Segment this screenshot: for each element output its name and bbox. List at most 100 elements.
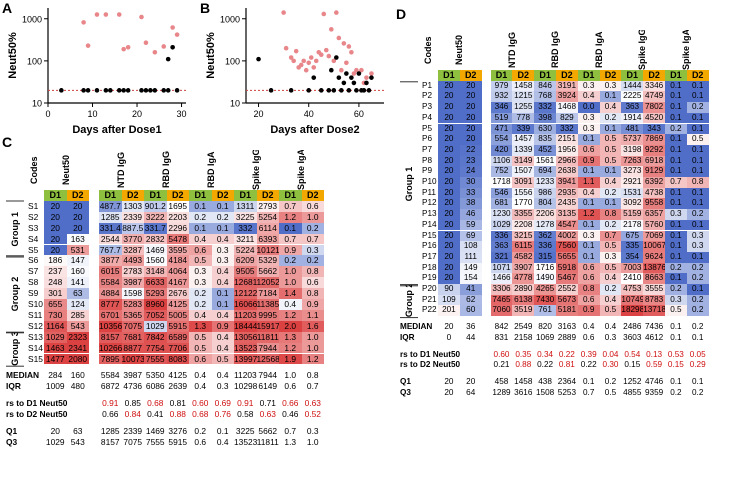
data-cell: 0.4 bbox=[211, 309, 234, 321]
data-cell: 20 bbox=[44, 233, 67, 245]
corr-value: 0.35 bbox=[515, 349, 532, 359]
data-cell: 1.4 bbox=[279, 288, 302, 299]
data-cell: 767.7 bbox=[99, 244, 122, 256]
dose-label-d2: D2 bbox=[643, 70, 665, 81]
corr-value: 0.81 bbox=[169, 398, 186, 409]
data-cell: 1.3 bbox=[279, 331, 302, 343]
data-cell: 0.2 bbox=[686, 209, 709, 220]
data-cell: 0.1 bbox=[665, 230, 687, 242]
row-code: P9 bbox=[422, 166, 433, 176]
data-cell: 0.4 bbox=[279, 299, 302, 310]
data-cell: 8083 bbox=[166, 353, 189, 365]
data-point bbox=[354, 88, 359, 93]
data-cell: 3519 bbox=[512, 305, 535, 317]
data-cell: 332 bbox=[556, 123, 578, 135]
data-cell: 285 bbox=[66, 309, 89, 321]
data-cell: 1339 bbox=[512, 144, 535, 156]
data-cell: 20 bbox=[459, 102, 482, 113]
data-cell: 0.3 bbox=[665, 294, 687, 306]
stat-value: 7944 bbox=[258, 370, 278, 381]
data-cell: 20 bbox=[44, 244, 67, 256]
panel-label-a: A bbox=[2, 0, 13, 16]
data-cell: 33 bbox=[459, 187, 482, 199]
data-cell: 0.1 bbox=[686, 80, 709, 92]
data-cell: 20 bbox=[438, 91, 460, 103]
data-cell: 3149 bbox=[512, 155, 535, 167]
stat-value: 0.4 bbox=[583, 322, 595, 332]
data-cell: 7706 bbox=[166, 342, 189, 354]
data-cell: 20 bbox=[438, 144, 460, 156]
data-cell: 0.4 bbox=[599, 102, 622, 113]
data-cell: 1466 bbox=[490, 273, 513, 284]
dose-label-d2: D2 bbox=[211, 190, 234, 201]
data-point bbox=[148, 88, 153, 93]
data-cell: 11385 bbox=[256, 299, 279, 310]
data-cell: 0.5 bbox=[189, 255, 212, 267]
header-codes: Codes bbox=[29, 156, 39, 184]
corr-value: 0.76 bbox=[214, 409, 231, 420]
corr-value: 0.91 bbox=[102, 398, 119, 409]
data-cell: 20 bbox=[438, 251, 460, 263]
data-cell: 3091 bbox=[512, 177, 535, 188]
corr-value: 0.52 bbox=[304, 409, 321, 420]
stat-value: 0.4 bbox=[604, 322, 617, 332]
header-spike-iga: Spike IgA bbox=[296, 150, 306, 190]
data-point bbox=[341, 41, 347, 46]
dose-label-d1: D1 bbox=[665, 70, 687, 81]
data-cell: 1956 bbox=[556, 144, 578, 156]
data-cell: 2080 bbox=[66, 353, 89, 365]
data-cell: 0.7 bbox=[665, 177, 687, 188]
data-cell: 5293 bbox=[144, 288, 167, 299]
data-cell: 20 bbox=[459, 112, 482, 124]
stat-value: 7555 bbox=[145, 436, 165, 447]
data-cell: 10121 bbox=[256, 244, 279, 256]
data-cell: 471 bbox=[490, 123, 513, 135]
data-point bbox=[306, 60, 312, 66]
stat-value: 4746 bbox=[644, 376, 664, 386]
data-cell: 0.1 bbox=[279, 222, 302, 234]
data-point bbox=[81, 20, 86, 25]
header-rbd-iga: RBD IgA bbox=[593, 31, 604, 69]
data-cell: 46 bbox=[459, 209, 482, 220]
data-cell: 979 bbox=[490, 80, 513, 92]
data-point bbox=[326, 53, 332, 59]
data-cell: 6115 bbox=[512, 241, 535, 252]
data-cell: 10067 bbox=[643, 241, 665, 252]
row-code: P17 bbox=[422, 251, 437, 261]
data-cell: 0.1 bbox=[665, 273, 687, 284]
data-cell: 0.2 bbox=[665, 123, 687, 135]
data-cell: 3987 bbox=[121, 277, 144, 289]
data-cell: 487.7 bbox=[99, 200, 122, 212]
data-cell: 1164 bbox=[44, 320, 67, 332]
data-cell: 420 bbox=[490, 144, 513, 156]
dose-label-d2: D2 bbox=[556, 70, 578, 81]
data-cell: 0.1 bbox=[211, 200, 234, 212]
data-cell: 0.2 bbox=[189, 211, 212, 223]
stat-value: 1.0 bbox=[284, 370, 297, 381]
dose-label-d1: D1 bbox=[534, 70, 556, 81]
data-cell: 481 bbox=[621, 123, 644, 135]
stat-value: 64 bbox=[466, 387, 476, 397]
data-cell: 4778 bbox=[512, 273, 535, 284]
data-cell: 20 bbox=[438, 112, 460, 124]
header-rbd-iga: RBD IgA bbox=[206, 151, 216, 189]
data-cell: 4167 bbox=[166, 277, 189, 289]
y-tick-label: 10 bbox=[230, 99, 240, 109]
stat-value: 9359 bbox=[644, 387, 664, 397]
data-cell: 8960 bbox=[144, 299, 167, 310]
stat-value: 1289 bbox=[492, 387, 511, 397]
stat-value: 2889 bbox=[557, 332, 576, 342]
data-point bbox=[344, 60, 349, 66]
data-cell: 186 bbox=[44, 255, 67, 267]
data-cell: 3924 bbox=[556, 91, 578, 103]
dose-label-d2: D2 bbox=[121, 190, 144, 201]
stat-value: 0.6 bbox=[194, 436, 207, 447]
stat-value: 1285 bbox=[100, 426, 120, 436]
data-cell: 20 bbox=[438, 262, 460, 274]
data-cell: 4753 bbox=[621, 284, 644, 295]
data-cell: 7069 bbox=[643, 230, 665, 242]
data-point bbox=[351, 80, 357, 86]
data-cell: 2435 bbox=[556, 198, 578, 210]
data-cell: 20 bbox=[459, 123, 482, 135]
data-point bbox=[329, 67, 334, 73]
